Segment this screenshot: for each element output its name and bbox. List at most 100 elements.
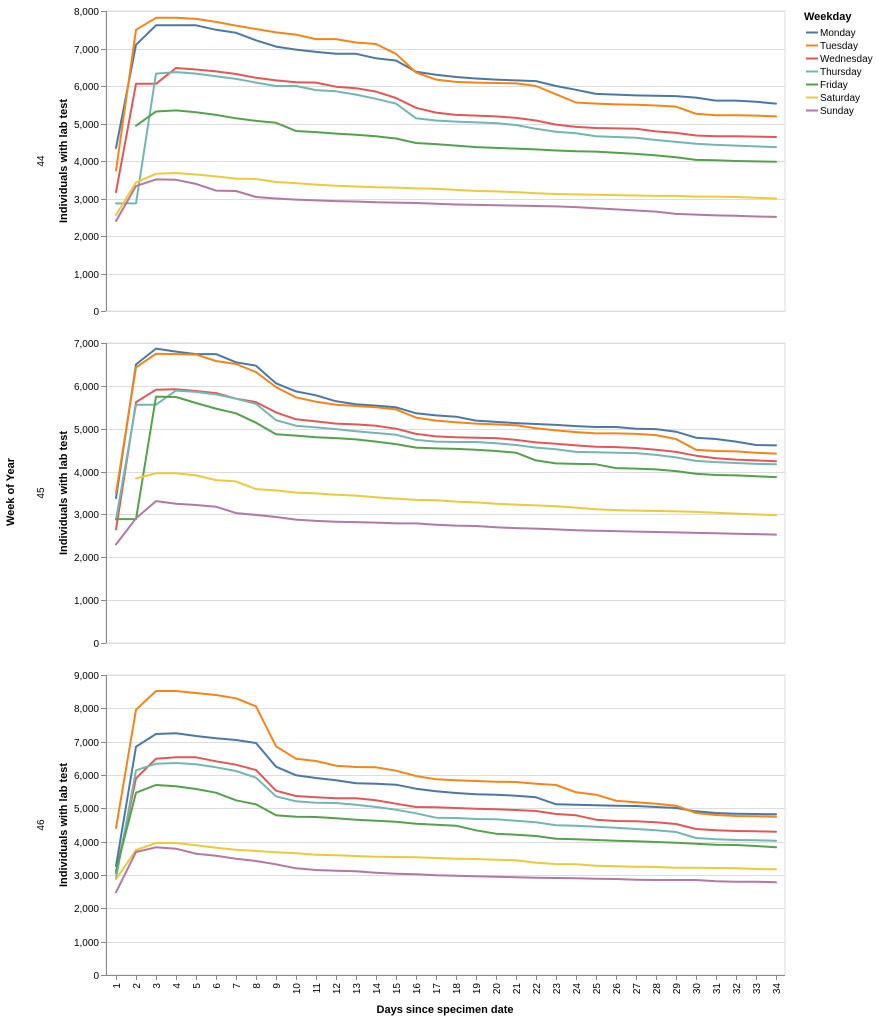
y-tick-label: 0	[93, 307, 99, 318]
y-axis-title: Individuals with lab test	[58, 431, 70, 555]
x-tick-label: 26	[612, 983, 623, 995]
series-line-tuesday-week-46	[115, 690, 777, 829]
series-line-monday-week-44	[115, 24, 777, 149]
y-tick-label: 5,000	[74, 120, 99, 131]
series-line-sunday-week-45	[115, 500, 777, 546]
y-tick-label: 0	[93, 971, 99, 982]
x-tick-label: 12	[332, 983, 343, 995]
y-tick-label: 8,000	[74, 7, 99, 18]
y-tick-label: 8,000	[74, 704, 99, 715]
x-tick-label: 18	[452, 983, 463, 995]
y-tick-label: 4,000	[74, 838, 99, 849]
x-tick-label: 17	[432, 983, 443, 995]
x-tick-label: 33	[752, 983, 763, 995]
plot-frame	[105, 342, 786, 644]
y-tick-label: 9,000	[74, 671, 99, 682]
x-tick-label: 24	[572, 983, 583, 995]
legend-item-wednesday: Wednesday	[806, 54, 873, 65]
legend-label: Monday	[820, 28, 856, 39]
y-tick-label: 3,000	[74, 195, 99, 206]
series-line-monday-week-45	[115, 347, 777, 500]
x-axis: 1 2 3 4 5 6 7 8 9 10 11 12 13 14 15 16 17 18 19 20 21 22 23 24 2…	[106, 975, 785, 994]
series-line-wednesday-week-46	[115, 756, 777, 875]
y-tick-label: 6,000	[74, 382, 99, 393]
legend-items: Monday Tuesday Wednesday Thursday Friday Satu…	[806, 28, 873, 117]
series-line-friday-week-46	[115, 784, 777, 872]
y-tick-label: 2,000	[74, 553, 99, 564]
x-tick-label: 28	[652, 983, 663, 995]
y-tick-label: 5,000	[74, 804, 99, 815]
y-axis-title: Individuals with lab test	[58, 763, 70, 887]
facet-label-week-45: 45	[36, 487, 47, 499]
series-line-saturday-week-46	[115, 842, 777, 881]
series-line-friday-week-45	[115, 395, 777, 521]
series-line-friday-week-44	[135, 109, 777, 163]
x-tick-label: 8	[252, 983, 263, 989]
x-tick-label: 5	[192, 983, 203, 989]
panel-week-45: 0 1,000 2,000 3,000 4,000 5,000 6,000 7,000 Indi…	[36, 339, 786, 650]
legend-item-sunday: Sunday	[806, 106, 854, 117]
y-tick-label: 1,000	[74, 596, 99, 607]
legend-item-friday: Friday	[806, 80, 848, 91]
legend-item-saturday: Saturday	[806, 93, 860, 104]
x-tick-label: 1	[112, 983, 123, 989]
series-line-thursday-week-45	[115, 389, 777, 521]
x-tick-label: 23	[552, 983, 563, 995]
x-tick-label: 15	[392, 983, 403, 995]
legend-label: Wednesday	[820, 54, 873, 65]
x-tick-label: 21	[512, 983, 523, 995]
x-tick-label: 6	[212, 983, 223, 989]
y-tick-label: 0	[93, 639, 99, 650]
x-tick-label: 14	[372, 983, 383, 995]
x-tick-label: 19	[472, 983, 483, 995]
series-line-monday-week-46	[115, 732, 777, 867]
x-tick-label: 29	[672, 983, 683, 995]
x-tick-label: 31	[712, 983, 723, 995]
x-tick-label: 30	[692, 983, 703, 995]
x-tick-label: 11	[312, 983, 323, 994]
facet-title: Week of Year	[5, 457, 17, 526]
series-line-wednesday-week-44	[115, 67, 777, 194]
legend-item-monday: Monday	[806, 28, 856, 39]
x-tick-label: 32	[732, 983, 743, 995]
y-tick-label: 2,000	[74, 232, 99, 243]
x-tick-label: 13	[352, 983, 363, 995]
x-tick-label: 10	[292, 983, 303, 995]
x-tick-label: 3	[152, 983, 163, 989]
y-tick-label: 3,000	[74, 871, 99, 882]
x-tick-label: 4	[172, 983, 183, 989]
legend-title: Weekday	[804, 11, 852, 23]
legend-label: Saturday	[820, 93, 860, 104]
panels: 0 1,000 2,000 3,000 4,000 5,000 6,000 7,000 8,00…	[36, 7, 786, 982]
x-tick-label: 7	[232, 983, 243, 989]
x-tick-label: 16	[412, 983, 423, 995]
y-tick-label: 1,000	[74, 938, 99, 949]
legend-label: Friday	[820, 80, 848, 91]
y-tick-label: 7,000	[74, 738, 99, 749]
legend-label: Thursday	[820, 67, 862, 78]
x-tick-label: 9	[272, 983, 283, 989]
series-line-sunday-week-46	[115, 846, 777, 894]
panel-week-44: 0 1,000 2,000 3,000 4,000 5,000 6,000 7,000 8,00…	[36, 7, 786, 318]
y-tick-label: 5,000	[74, 425, 99, 436]
x-tick-label: 2	[132, 983, 143, 989]
y-tick-label: 6,000	[74, 771, 99, 782]
x-tick-label: 27	[632, 983, 643, 995]
facet-label-week-44: 44	[36, 155, 47, 167]
series-line-sunday-week-44	[115, 178, 777, 222]
series-line-saturday-week-44	[115, 172, 777, 216]
y-tick-label: 1,000	[74, 270, 99, 281]
y-tick-label: 7,000	[74, 339, 99, 350]
facet-label-week-46: 46	[36, 819, 47, 831]
y-tick-label: 2,000	[74, 904, 99, 915]
series-line-thursday-week-46	[115, 762, 777, 880]
legend-label: Tuesday	[820, 41, 858, 52]
y-axis-title: Individuals with lab test	[58, 99, 70, 223]
legend: Weekday Monday Tuesday Wednesday Thursday Fr…	[804, 11, 873, 117]
legend-label: Sunday	[820, 106, 854, 117]
y-tick-label: 7,000	[74, 45, 99, 56]
series-line-saturday-week-45	[135, 472, 777, 517]
y-tick-label: 3,000	[74, 510, 99, 521]
panel-week-46: 0 1,000 2,000 3,000 4,000 5,000 6,000 7,000 8,00…	[36, 671, 786, 982]
y-tick-label: 6,000	[74, 82, 99, 93]
